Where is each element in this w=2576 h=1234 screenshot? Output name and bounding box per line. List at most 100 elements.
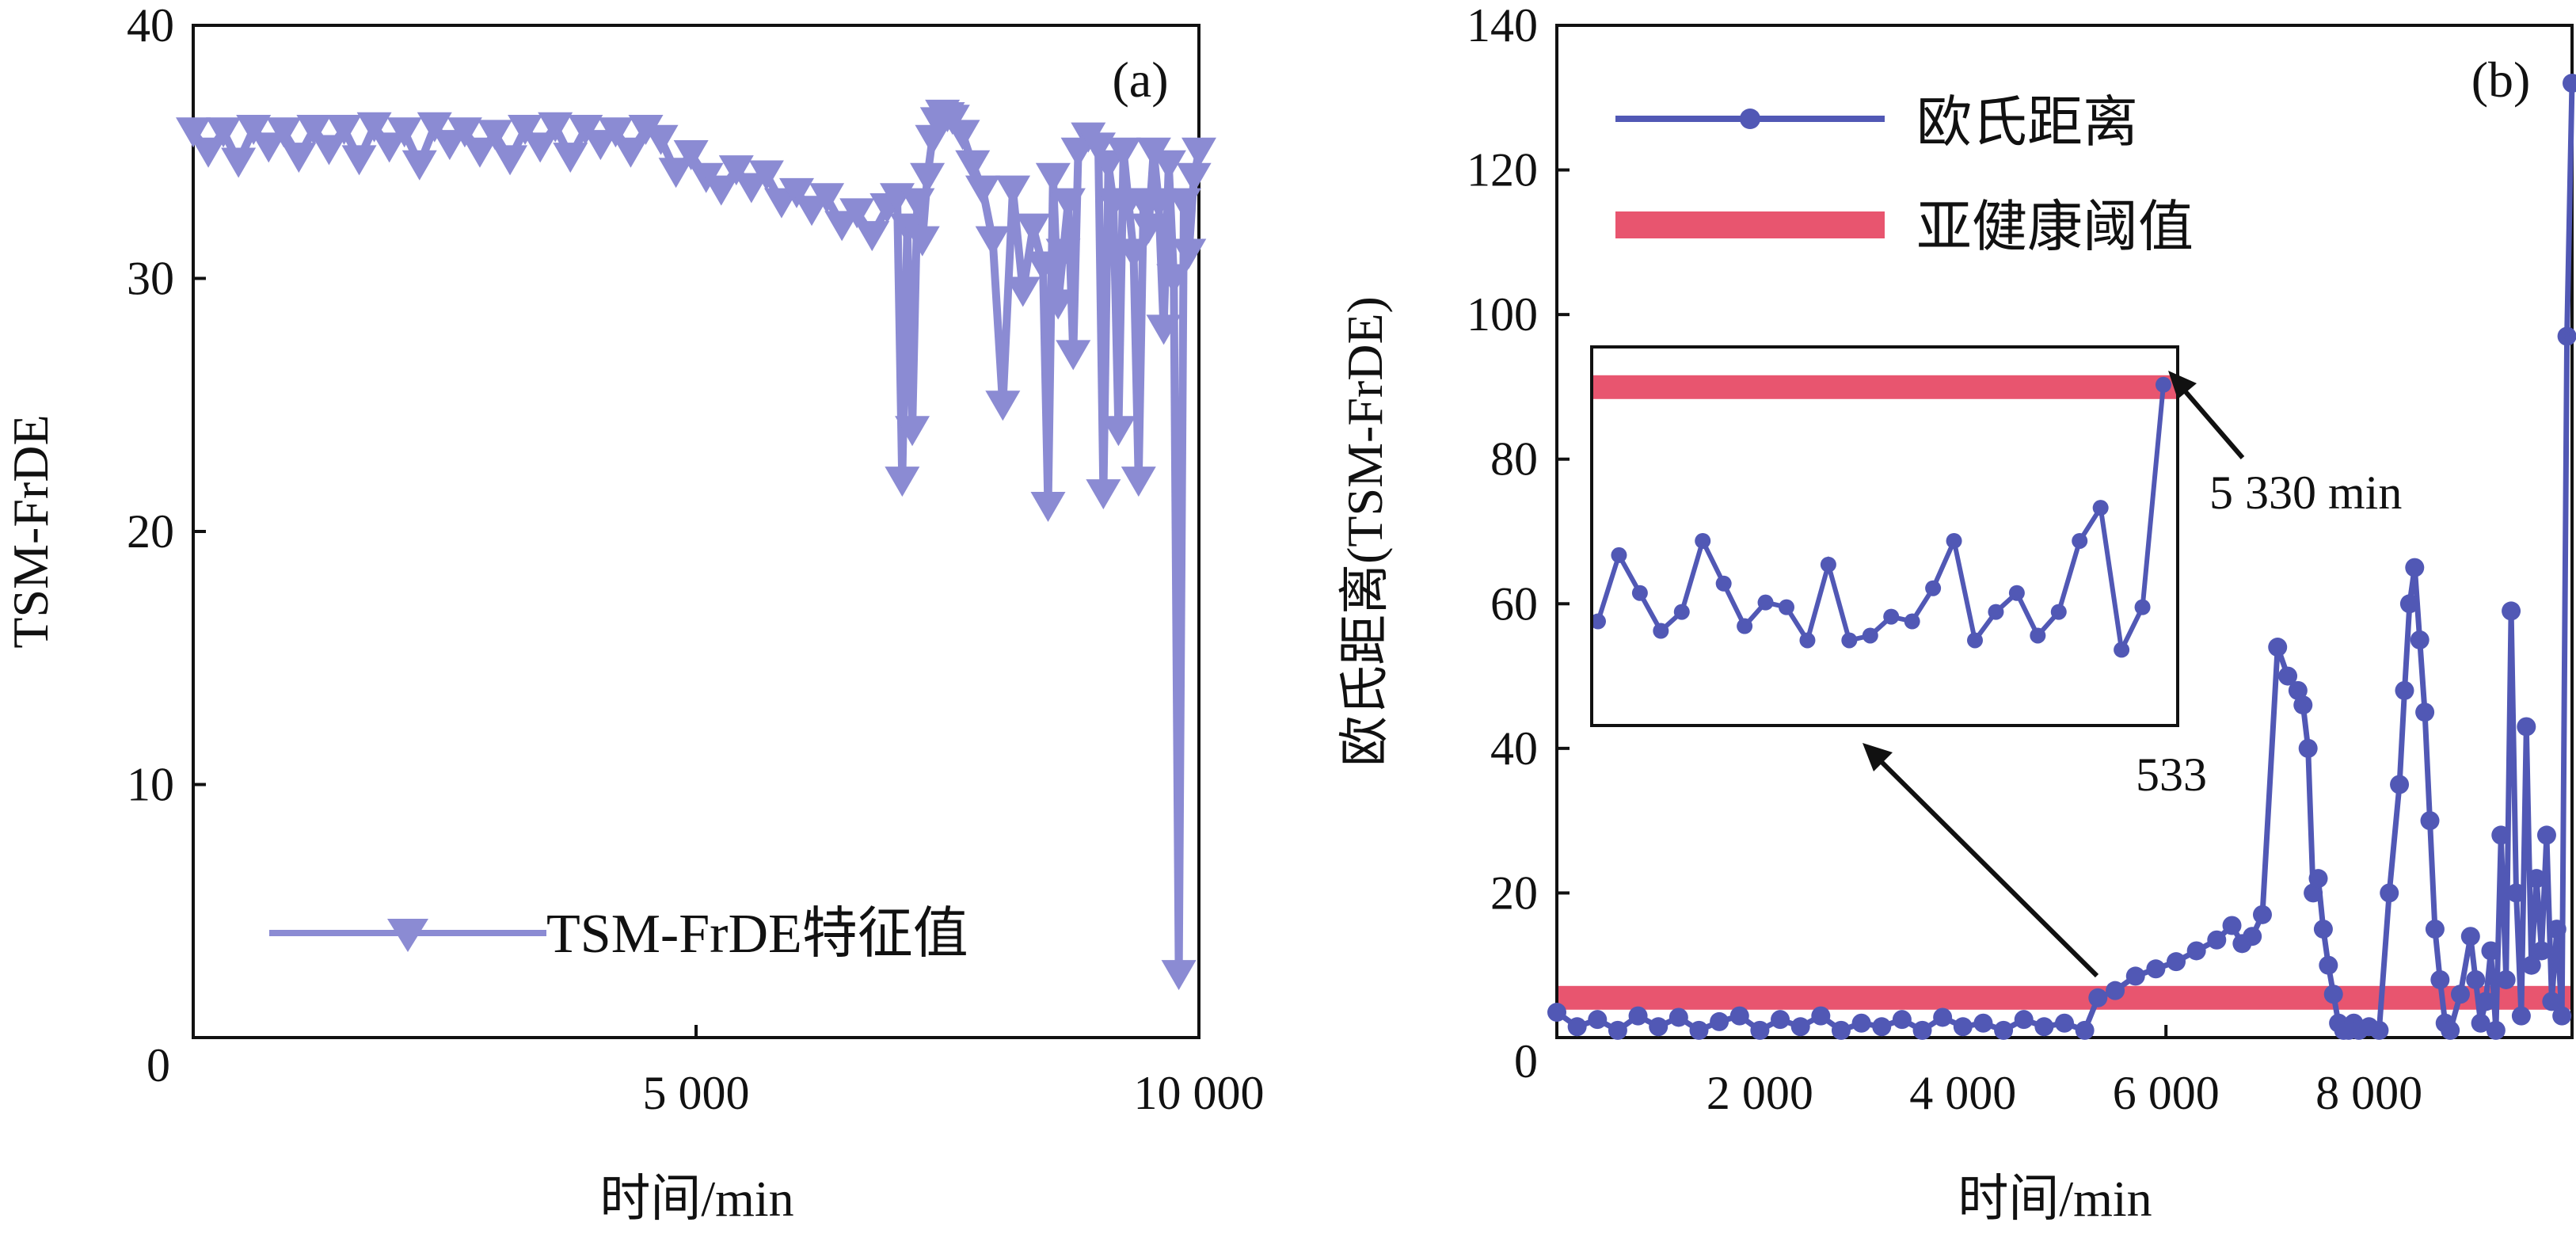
chart-b-inset: 533 5 330 min: [1590, 345, 2402, 801]
chart-b-inset-content: [1590, 375, 2176, 658]
chart-b-point: [1750, 1020, 1770, 1040]
chart-b-inset-tick-label: 533: [2136, 748, 2207, 801]
chart-b-point: [1669, 1007, 1688, 1027]
chart-a-point: [523, 132, 558, 163]
chart-a-ylabel: TSM-FrDE: [2, 414, 59, 648]
chart-b-point: [2441, 1020, 2460, 1040]
chart-b-point: [2125, 966, 2145, 986]
chart-b-inset-point: [1820, 556, 1836, 573]
chart-a-point: [401, 150, 437, 181]
chart-a-point: [1045, 238, 1081, 269]
chart-a-point: [910, 162, 946, 193]
chart-b-legend-label-distance: 欧氏距离: [1916, 93, 2138, 154]
chart-a-point: [673, 139, 709, 170]
chart-b-ytick-label: 20: [1490, 866, 1538, 919]
chart-a-point: [1090, 150, 1126, 181]
chart-a-point: [206, 117, 242, 148]
chart-b-point: [2552, 1006, 2572, 1026]
chart-b-point: [2542, 992, 2562, 1011]
chart-b-point: [1649, 1017, 1669, 1037]
chart-a-point: [995, 175, 1031, 206]
chart-b-point: [1689, 1020, 1709, 1040]
chart-a-point: [1015, 213, 1051, 244]
chart-b-point: [2222, 916, 2242, 935]
chart-a-xlabel: 时间/min: [599, 1171, 793, 1227]
chart-b-inset-point: [2092, 500, 2109, 516]
chart-a-legend-marker: [387, 919, 428, 952]
chart-a-point: [1041, 289, 1076, 320]
chart-a-point: [1005, 276, 1041, 307]
chart-a-point: [221, 147, 257, 178]
chart-b-point: [2506, 883, 2526, 903]
chart-a-point: [386, 117, 422, 148]
chart-b-point: [1872, 1017, 1892, 1037]
chart-b-ticks: 2 000 4 000 6 000 8 000 0 20 40 60 80 100 120 140: [1467, 0, 2422, 1119]
chart-a-point: [176, 117, 211, 148]
chart-b-ytick-label: 40: [1490, 722, 1538, 775]
chart-a-point: [281, 143, 317, 173]
chart-b-point: [1547, 1003, 1566, 1023]
chart-b-point: [2547, 920, 2566, 939]
chart-b-point: [1710, 1011, 1729, 1031]
chart-b-point: [2014, 1010, 2034, 1030]
chart-a-point: [251, 132, 287, 163]
chart-a-point: [1050, 188, 1086, 219]
chart-b-inset-frame: [1590, 345, 2179, 727]
chart-a-series: [176, 99, 1216, 991]
chart-b-point: [2511, 1006, 2531, 1026]
chart-b-inset-point: [1611, 547, 1627, 563]
chart-a-point: [447, 117, 482, 148]
chart-b-point: [2527, 869, 2547, 889]
chart-b-point: [2293, 695, 2313, 715]
chart-b-ytick-label: 120: [1467, 144, 1538, 196]
chart-b-point: [2517, 717, 2536, 737]
chart-a-point: [975, 226, 1010, 257]
chart-b-inset-point: [1904, 613, 1920, 630]
chart-a-point: [417, 112, 452, 143]
chart-b-point: [1567, 1017, 1587, 1037]
chart-a-legend-label: TSM-FrDE特征值: [546, 904, 968, 965]
chart-b-point: [2450, 985, 2470, 1004]
chart-a-point: [1146, 314, 1181, 345]
chart-a-point: [1030, 492, 1066, 523]
chart-a-point: [748, 160, 784, 191]
chart-b-point: [2369, 1020, 2389, 1040]
chart-b-point: [2481, 941, 2501, 961]
chart-a-point: [1025, 251, 1061, 282]
chart-b: 2 000 4 000 6 000 8 000 0 20 40 60 80 100 120 140 (…: [1337, 0, 2576, 1227]
chart-a-point: [1161, 960, 1197, 991]
chart-a-point: [296, 114, 332, 145]
chart-b-point: [2460, 927, 2480, 946]
chart-a-point: [1156, 264, 1192, 295]
chart-b-legend: 欧氏距离 亚健康阈值: [1615, 93, 2194, 258]
chart-b-point: [2471, 1013, 2490, 1033]
chart-b-ytick-label: 0: [1514, 1035, 1538, 1087]
chart-a-point: [934, 105, 970, 135]
chart-a-xtick-label: 5 000: [643, 1067, 750, 1119]
chart-b-point: [2186, 941, 2206, 961]
chart-b-point: [2380, 883, 2399, 903]
chart-b-point: [1811, 1006, 1831, 1026]
chart-b-inset-point: [1883, 608, 1900, 625]
chart-a-point: [733, 173, 769, 204]
chart-b-point: [2308, 869, 2328, 889]
chart-b-inset-point: [1631, 585, 1648, 601]
chart-b-inset-background: [1592, 347, 2178, 726]
chart-b-ytick-label: 80: [1490, 433, 1538, 486]
chart-a-point: [1035, 162, 1071, 193]
chart-b-point: [1933, 1007, 1953, 1027]
chart-b-inset-point: [2114, 642, 2130, 658]
chart-b-point: [1973, 1013, 1993, 1033]
chart-a-point: [568, 114, 603, 145]
chart-b-inset-point: [2050, 604, 2067, 620]
chart-b-point: [2313, 920, 2333, 939]
chart-b-arrowhead-point: [2168, 371, 2197, 399]
chart-b-inset-point: [2008, 585, 2025, 601]
chart-a-ytick-label: 10: [127, 759, 174, 811]
chart-a-point: [356, 112, 392, 143]
chart-b-point: [2167, 952, 2186, 972]
chart-a-origin-label: 0: [146, 1039, 170, 1091]
chart-b-point: [2405, 558, 2425, 577]
chart-b-arrow-to-inset: [1876, 756, 2099, 978]
